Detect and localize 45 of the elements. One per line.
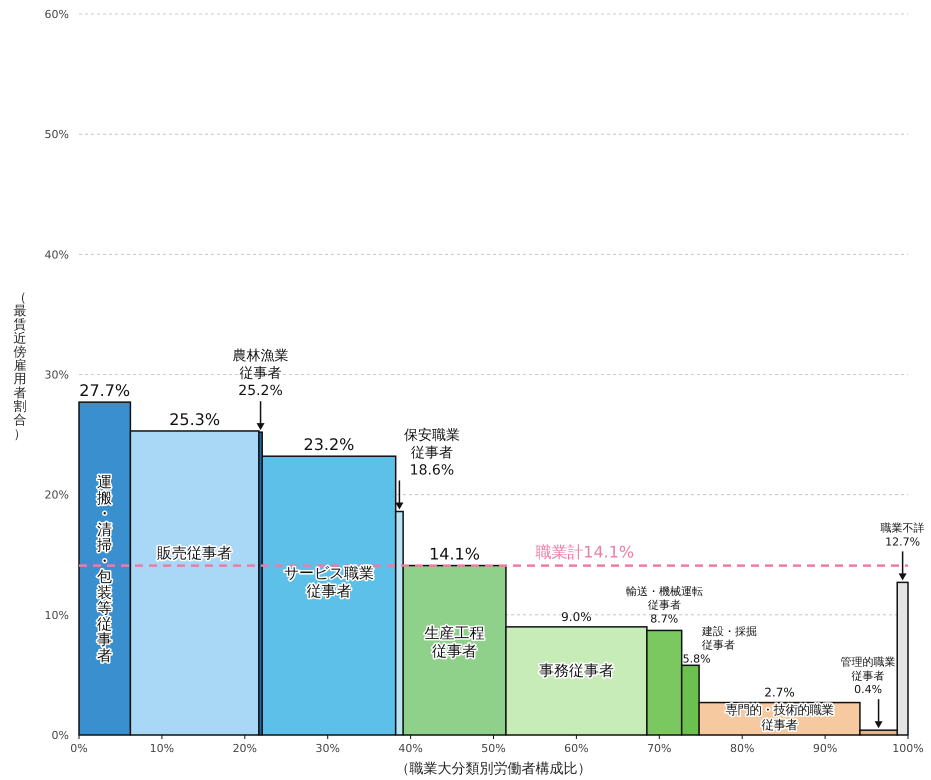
data-label: 18.6% [410, 462, 454, 478]
data-label: 5.8% [682, 652, 711, 666]
x-tick-label: 20% [232, 742, 258, 755]
x-tick-label: 40% [398, 742, 423, 755]
data-label: 25.2% [238, 383, 283, 400]
x-tick-label: 100% [892, 742, 924, 755]
annotation: サービス職業従事者 [284, 564, 374, 600]
x-tick-label: 90% [812, 742, 838, 755]
y-tick-label: 50% [44, 128, 69, 142]
annotation: 生産工程従事者 [424, 624, 485, 660]
data-label: 9.0% [561, 610, 592, 624]
data-label: 14.1% [429, 544, 480, 564]
annotation: 農林漁業従事者 [232, 348, 289, 382]
annotation: 職業不詳 [880, 522, 925, 535]
text: 運搬・清掃・包装等従事者 [97, 473, 112, 664]
data-label: 23.2% [304, 435, 354, 454]
data-label: 25.3% [169, 410, 220, 429]
y-tick-label: 10% [44, 608, 69, 622]
annotation: 販売従事者 [157, 544, 232, 562]
annotation: 輸送・機械運転従事者 [626, 584, 703, 612]
x-tick-label: 0% [70, 742, 88, 755]
x-tick-label: 70% [647, 742, 672, 755]
annotation: 保安職業従事者 [404, 427, 460, 461]
data-label: 27.7% [79, 381, 130, 400]
y-tick-label: 0% [52, 729, 69, 742]
ref-line-label: 職業計14.1% [535, 542, 634, 562]
x-tick-label: 10% [150, 742, 174, 755]
x-tick-label: 60% [564, 742, 589, 755]
x-tick-label: 30% [315, 742, 340, 755]
data-label: 8.7% [650, 612, 678, 626]
y-tick-label: 40% [44, 248, 69, 262]
data-label: 2.7% [764, 686, 795, 700]
y-tick-label: 60% [44, 8, 69, 21]
x-axis-title: （職業大分類別労働者構成比） [396, 761, 592, 777]
annotation: 管理的職業従事者 [840, 656, 896, 682]
data-label: 12.7% [885, 535, 920, 548]
text: （最賃近傍雇用者割合） [14, 290, 26, 442]
x-tick-label: 50% [481, 742, 506, 755]
data-label: 0.4% [854, 683, 882, 696]
y-tick-label: 20% [44, 488, 69, 502]
annotation: 事務従事者 [538, 661, 614, 680]
y-tick-label: 30% [44, 368, 69, 382]
annotation: 建設・採掘従事者 [701, 624, 758, 652]
annotation: 専門的・技術的職業従事者 [726, 702, 834, 732]
x-tick-label: 80% [730, 742, 754, 755]
